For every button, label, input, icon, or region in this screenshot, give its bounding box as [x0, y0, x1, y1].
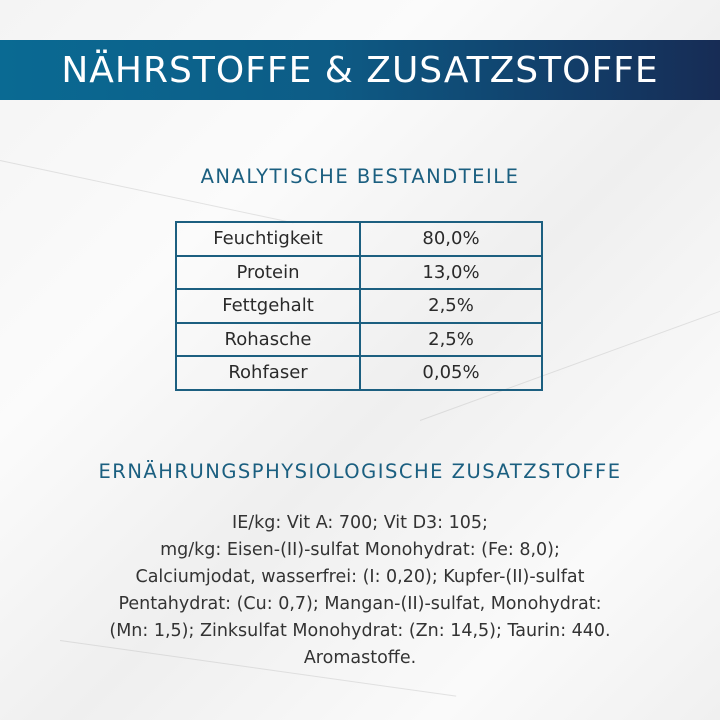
page-title: NÄHRSTOFFE & ZUSATZSTOFFE — [61, 49, 659, 91]
analytic-heading: ANALYTISCHE BESTANDTEILE — [200, 165, 520, 188]
additives-line: IE/kg: Vit A: 700; Vit D3: 105; — [232, 513, 488, 533]
nutrient-name: Rohasche — [175, 321, 361, 357]
nutrient-name: Protein — [175, 254, 361, 290]
nutrient-name: Rohfaser — [175, 355, 361, 391]
nutrient-value: 2,5% — [359, 321, 543, 357]
additives-line: mg/kg: Eisen-(II)-sulfat Monohydrat: (Fe… — [160, 540, 560, 560]
table-row: Rohasche 2,5% — [175, 321, 543, 357]
nutrient-value: 0,05% — [359, 355, 543, 391]
nutrient-value: 80,0% — [359, 221, 543, 257]
table-row: Feuchtigkeit 80,0% — [175, 221, 543, 257]
nutrient-name: Fettgehalt — [175, 288, 361, 324]
nutrient-value: 2,5% — [359, 288, 543, 324]
additives-heading: ERNÄHRUNGSPHYSIOLOGISCHE ZUSATZSTOFFE — [98, 460, 622, 483]
table-row: Rohfaser 0,05% — [175, 355, 543, 391]
additives-line: Aromastoffe. — [303, 648, 417, 668]
nutrient-name: Feuchtigkeit — [175, 221, 361, 257]
additives-text: IE/kg: Vit A: 700; Vit D3: 105; mg/kg: E… — [40, 510, 680, 672]
nutrient-value: 13,0% — [359, 254, 543, 290]
analytic-table: Feuchtigkeit 80,0% Protein 13,0% Fettgehal… — [175, 221, 543, 391]
additives-line: Pentahydrat: (Cu: 0,7); Mangan-(II)-sulf… — [118, 594, 602, 614]
table-row: Fettgehalt 2,5% — [175, 288, 543, 324]
title-banner: NÄHRSTOFFE & ZUSATZSTOFFE — [0, 40, 720, 100]
additives-line: (Mn: 1,5); Zinksulfat Monohydrat: (Zn: 1… — [109, 621, 611, 641]
additives-line: Calciumjodat, wasserfrei: (I: 0,20); Kup… — [135, 567, 585, 587]
table-row: Protein 13,0% — [175, 254, 543, 290]
